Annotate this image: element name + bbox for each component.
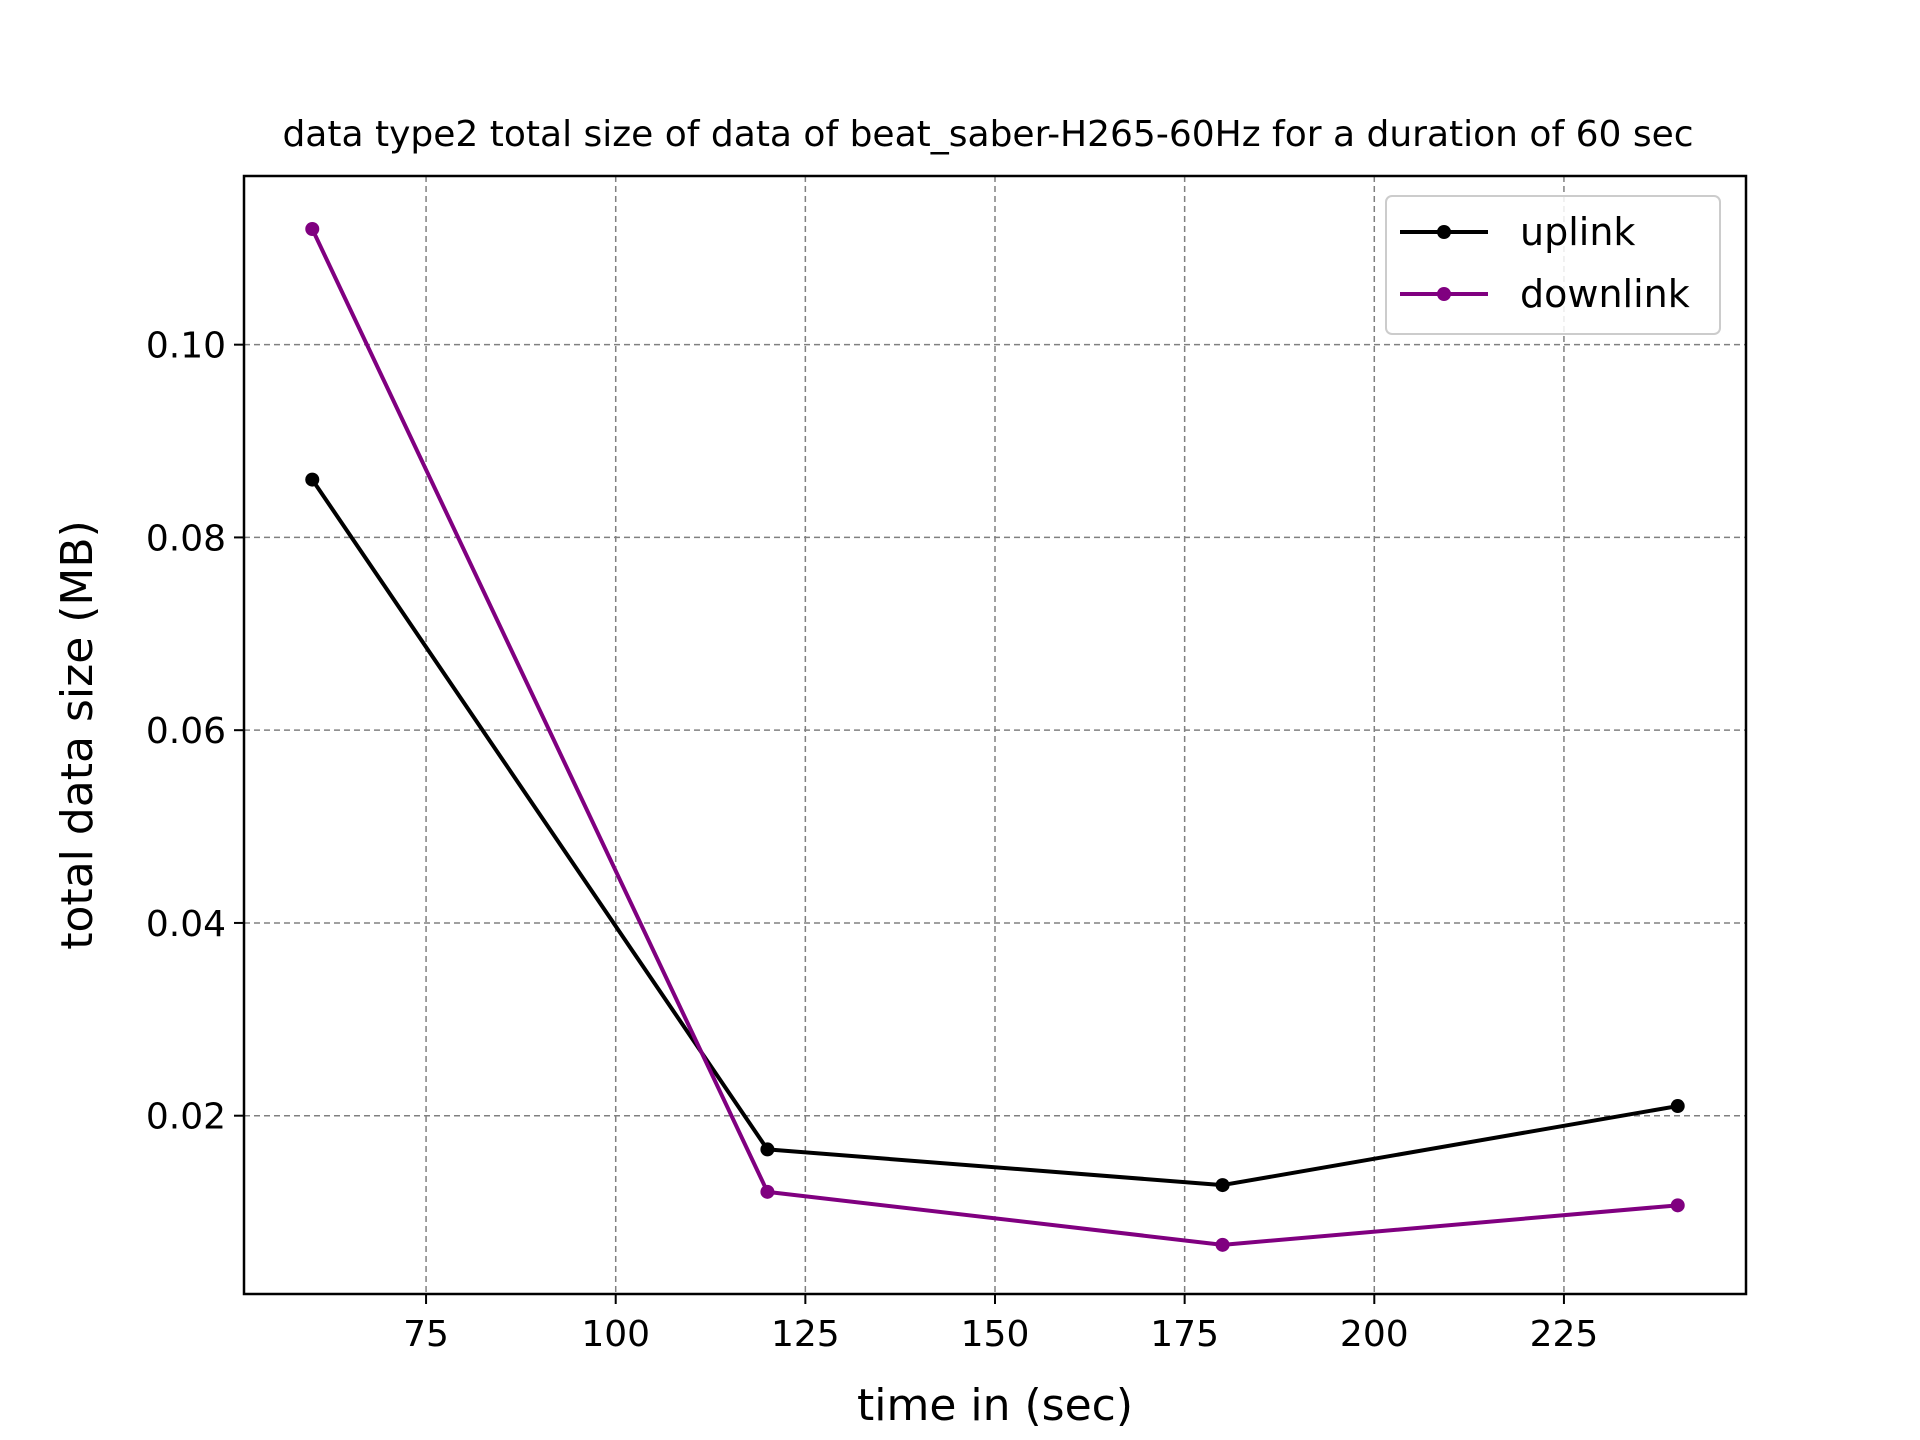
legend: uplink downlink bbox=[1385, 195, 1721, 335]
x-tick-label: 175 bbox=[1150, 1314, 1219, 1355]
series-line-uplink bbox=[310, 478, 1679, 1188]
data-point-uplink bbox=[760, 1142, 775, 1157]
legend-marker-downlink bbox=[1437, 287, 1451, 301]
x-tick-label: 200 bbox=[1340, 1314, 1409, 1355]
y-tick-label: 0.06 bbox=[146, 711, 226, 752]
y-tick-label: 0.10 bbox=[146, 326, 226, 367]
y-tick-label: 0.04 bbox=[146, 904, 226, 945]
y-ticks: 0.02 0.04 0.06 0.08 0.10 bbox=[146, 326, 244, 1138]
legend-marker-uplink bbox=[1437, 225, 1451, 239]
data-point-downlink bbox=[1670, 1198, 1685, 1213]
y-tick-label: 0.08 bbox=[146, 518, 226, 559]
data-point-downlink bbox=[305, 222, 320, 237]
grid bbox=[244, 176, 1746, 1294]
x-tick-label: 225 bbox=[1530, 1314, 1599, 1355]
x-tick-label: 150 bbox=[961, 1314, 1030, 1355]
series-line-downlink bbox=[310, 228, 1678, 1247]
x-ticks: 75 100 125 150 175 200 225 bbox=[403, 1294, 1598, 1355]
data-point-downlink bbox=[1215, 1237, 1230, 1252]
data-point-downlink bbox=[760, 1184, 775, 1199]
x-tick-label: 125 bbox=[771, 1314, 840, 1355]
data-point-uplink bbox=[1670, 1099, 1685, 1114]
y-tick-label: 0.02 bbox=[146, 1097, 226, 1138]
y-axis-label: total data size (MB) bbox=[52, 520, 103, 949]
x-axis-label: time in (sec) bbox=[857, 1380, 1133, 1431]
data-point-uplink bbox=[305, 472, 320, 487]
legend-label-downlink: downlink bbox=[1520, 272, 1690, 316]
series-group bbox=[305, 222, 1685, 1252]
legend-label-uplink: uplink bbox=[1520, 210, 1635, 254]
data-point-uplink bbox=[1215, 1178, 1230, 1193]
chart-title: data type2 total size of data of beat_sa… bbox=[282, 114, 1693, 155]
x-tick-label: 100 bbox=[581, 1314, 650, 1355]
x-tick-label: 75 bbox=[403, 1314, 449, 1355]
